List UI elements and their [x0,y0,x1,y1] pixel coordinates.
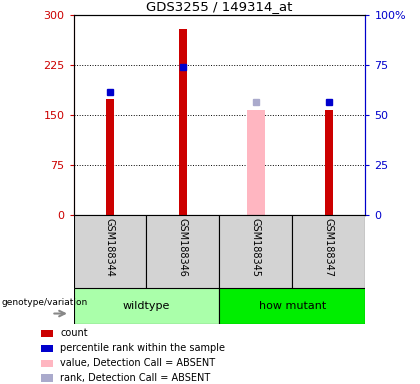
Bar [220,288,365,324]
Bar [147,215,220,288]
Text: GSM188345: GSM188345 [251,218,261,277]
Bar [292,215,365,288]
Bar [178,29,187,215]
Text: value, Detection Call = ABSENT: value, Detection Call = ABSENT [60,358,215,368]
Text: GSM188344: GSM188344 [105,218,115,277]
Text: percentile rank within the sample: percentile rank within the sample [60,343,225,353]
Bar [74,215,147,288]
Bar [41,359,52,367]
Text: rank, Detection Call = ABSENT: rank, Detection Call = ABSENT [60,373,210,383]
Bar [105,99,114,215]
Bar [41,330,52,337]
Text: count: count [60,328,88,338]
Text: GSM188347: GSM188347 [324,218,334,277]
Text: wildtype: wildtype [123,301,170,311]
Bar [74,288,220,324]
Bar [325,110,333,215]
Text: GSM188346: GSM188346 [178,218,188,277]
Bar [41,374,52,382]
Title: GDS3255 / 149314_at: GDS3255 / 149314_at [146,0,293,13]
Bar [247,110,265,215]
Bar [220,215,292,288]
Bar [41,345,52,352]
Text: genotype/variation: genotype/variation [2,298,88,307]
Text: how mutant: how mutant [259,301,326,311]
